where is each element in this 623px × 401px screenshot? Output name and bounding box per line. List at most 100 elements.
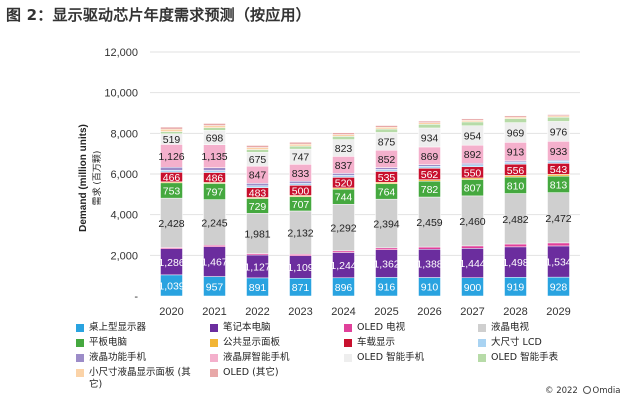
data-label: 753 — [163, 185, 181, 197]
bar-segment — [461, 245, 484, 249]
data-label: 466 — [163, 172, 181, 184]
y-tick-label: 4,000 — [110, 210, 138, 222]
data-label: 1,444 — [459, 258, 485, 270]
legend-item: OLED 电视 — [344, 322, 405, 334]
data-label: 852 — [378, 154, 396, 166]
x-tick-label: 2023 — [288, 306, 312, 318]
legend-item: 大尺寸 LCD — [478, 337, 542, 349]
data-label: 744 — [335, 192, 353, 204]
data-label: 837 — [335, 160, 353, 172]
legend-label: 小尺寸液晶显示面板 (其它) — [89, 367, 191, 390]
data-label: 2,292 — [330, 223, 356, 235]
bar-segment — [289, 141, 312, 145]
bar-segment — [160, 166, 183, 171]
data-label: 957 — [206, 281, 224, 293]
data-label: 519 — [163, 134, 181, 146]
legend-item: 公共显示面板 — [210, 337, 280, 349]
data-label: 2,460 — [459, 216, 485, 228]
data-label: 1,135 — [201, 151, 227, 163]
data-label: 797 — [206, 187, 224, 199]
bars — [160, 114, 570, 297]
bar-segment — [547, 114, 570, 117]
data-label: 486 — [206, 172, 224, 184]
copyright-symbol: © — [545, 386, 554, 396]
y-tick-label: 10,000 — [104, 88, 138, 100]
bar-segment — [203, 123, 226, 126]
data-label: 543 — [550, 164, 568, 176]
data-label: 2,428 — [158, 218, 184, 230]
legend-swatch — [344, 339, 352, 347]
x-tick-label: 2025 — [374, 306, 398, 318]
data-label: 550 — [464, 167, 482, 179]
legend-label: 液晶屏智能手机 — [223, 352, 290, 363]
bar-segment — [246, 145, 269, 148]
bar-segment — [375, 128, 398, 133]
legend-label: OLED 智能手机 — [357, 352, 425, 363]
legend-item: OLED 智能手表 — [478, 352, 558, 364]
bar-segment — [246, 147, 269, 150]
x-tick-label: 2027 — [460, 306, 484, 318]
legend-swatch — [344, 324, 352, 332]
legend-item: 车载显示 — [344, 337, 395, 349]
data-label: 2,245 — [201, 217, 227, 229]
data-label: 1,109 — [287, 262, 313, 274]
legend-swatch — [76, 324, 84, 332]
data-label: 483 — [249, 188, 267, 200]
bar-segment — [547, 242, 570, 247]
data-label: 910 — [421, 282, 439, 294]
bar-segment — [246, 183, 269, 187]
bar-segment — [203, 167, 226, 171]
legend-swatch — [76, 354, 84, 362]
legend-label: OLED (其它) — [223, 367, 279, 378]
bar-segment — [461, 118, 484, 121]
y-tick-label: 12,000 — [104, 47, 138, 59]
legend-swatch — [210, 354, 218, 362]
x-tick-label: 2029 — [546, 306, 570, 318]
x-tick-label: 2022 — [245, 306, 269, 318]
legend-swatch — [478, 324, 486, 332]
legend-item: 平板电脑 — [76, 337, 127, 349]
data-label: 2,394 — [373, 219, 399, 231]
data-label: 810 — [507, 180, 525, 192]
data-label: 1,467 — [201, 257, 227, 269]
y-axis-label: Demand (million units) — [78, 124, 89, 232]
x-tick-label: 2024 — [331, 306, 355, 318]
legend-item: 小尺寸液晶显示面板 (其它) — [76, 367, 197, 391]
legend-item: 桌上型显示器 — [76, 322, 146, 334]
legend-label: 公共显示面板 — [223, 337, 281, 348]
data-label: 535 — [378, 172, 396, 184]
legend-swatch — [210, 324, 218, 332]
data-label: 807 — [464, 183, 482, 195]
bar-segment — [289, 143, 312, 147]
data-label: 782 — [421, 184, 439, 196]
bar-segment — [547, 116, 570, 122]
legend-label: 桌上型显示器 — [89, 322, 147, 333]
data-label: 675 — [249, 154, 267, 166]
legend-item: 液晶功能手机 — [76, 352, 146, 364]
data-label: 933 — [550, 146, 568, 158]
legend-label: OLED 智能手表 — [491, 352, 559, 363]
data-label: 520 — [335, 178, 353, 190]
y-tick-label: 8,000 — [110, 128, 138, 140]
bar-segment — [160, 126, 183, 130]
legend-item: 笔记本电脑 — [210, 322, 271, 334]
y-axis: - 2,000 4,000 6,000 8,000 10,000 12,000 — [104, 47, 138, 303]
bar-segment — [289, 145, 312, 150]
data-label: 813 — [550, 179, 568, 191]
legend-swatch — [76, 339, 84, 347]
data-label: 2,482 — [502, 214, 528, 226]
bar-segment — [203, 127, 226, 131]
bar-segment — [504, 115, 527, 118]
data-label: 969 — [507, 127, 525, 139]
bar-segment — [418, 124, 441, 129]
data-label: 976 — [550, 126, 568, 138]
legend-swatch — [210, 369, 218, 377]
bar-segment — [375, 247, 398, 250]
data-label: 2,472 — [545, 213, 571, 225]
copyright-year: 2022 — [556, 386, 578, 396]
data-label: 892 — [464, 149, 482, 161]
data-label: 875 — [378, 136, 396, 148]
data-label: 1,362 — [373, 259, 399, 271]
data-label: 747 — [292, 152, 310, 164]
